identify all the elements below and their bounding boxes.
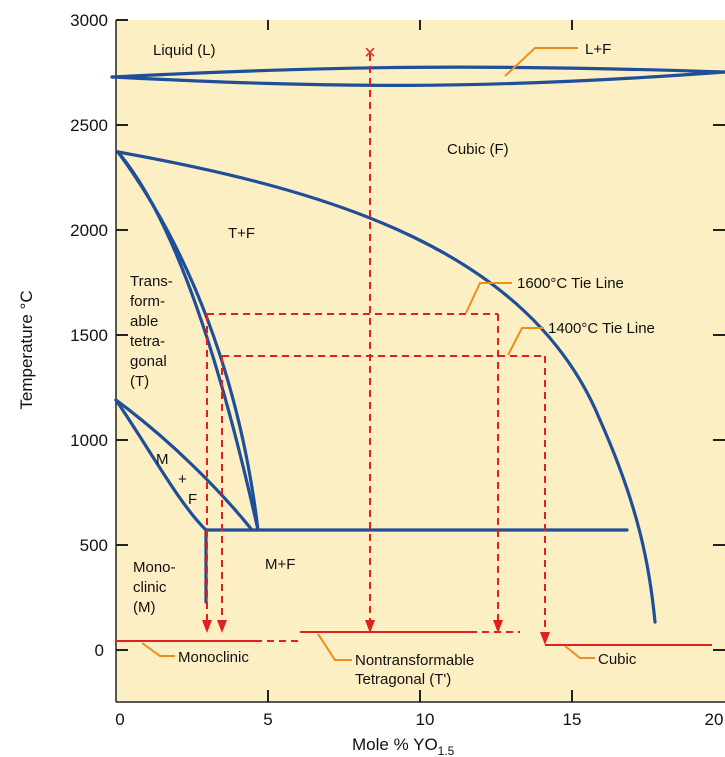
y-tick-label: 500 xyxy=(80,536,108,555)
y-tick-label: 3000 xyxy=(70,11,108,30)
monoclinic-boundary xyxy=(114,398,208,532)
y-tick-label: 1500 xyxy=(70,326,108,345)
leader-monoclinic xyxy=(141,642,175,657)
callout-l-plus-f: L+F xyxy=(585,41,611,58)
leader-tie-1400 xyxy=(507,327,544,356)
leader-l-plus-f xyxy=(504,47,578,77)
x-tick-label: 0 xyxy=(115,710,124,729)
x-axis-title: Mole % YO1.5 xyxy=(352,735,455,757)
y-tick-label: 0 xyxy=(95,641,104,660)
leader-tie-1600 xyxy=(465,282,512,314)
region-m-plus-f-small: M + F xyxy=(156,451,197,508)
t-plus-f-upper xyxy=(116,150,260,532)
drop-arrowheads xyxy=(202,620,550,645)
callout-tie-1400: 1400°C Tie Line xyxy=(548,320,655,337)
x-ticks xyxy=(267,20,573,702)
y-tick-label: 2000 xyxy=(70,221,108,240)
solidus-curve xyxy=(110,70,725,88)
region-monoclinic: Mono- clinic (M) xyxy=(133,559,180,616)
callout-tie-1600: 1600°C Tie Line xyxy=(517,275,624,292)
y-tick-label: 2500 xyxy=(70,116,108,135)
region-t-plus-f: T+F xyxy=(228,225,255,242)
liquidus-curve xyxy=(110,65,725,79)
leader-nontransformable xyxy=(317,633,352,661)
region-transformable-tetragonal: Trans- form- able tetra- gonal (T) xyxy=(130,273,177,390)
region-cubic: Cubic (F) xyxy=(447,141,509,158)
leader-cubic xyxy=(564,645,595,659)
x-tick-label: 15 xyxy=(563,710,582,729)
y-axis-title: Temperature °C xyxy=(17,290,36,409)
x-tick-label: 20 xyxy=(705,710,724,729)
callout-nontransformable: Nontransformable Tetragonal (T') xyxy=(355,652,478,688)
region-liquid: Liquid (L) xyxy=(153,42,216,59)
callout-cubic: Cubic xyxy=(598,651,637,668)
y-ticks xyxy=(116,19,725,651)
callout-monoclinic: Monoclinic xyxy=(178,649,249,666)
x-tick-label: 5 xyxy=(263,710,272,729)
m-plus-f-boundary xyxy=(114,398,254,532)
cubic-solvus xyxy=(116,150,657,624)
x-tick-label: 10 xyxy=(416,710,435,729)
y-tick-label: 1000 xyxy=(70,431,108,450)
plot-area xyxy=(116,20,725,702)
composition-marker: × xyxy=(364,42,376,64)
region-m-plus-f: M+F xyxy=(265,556,295,573)
